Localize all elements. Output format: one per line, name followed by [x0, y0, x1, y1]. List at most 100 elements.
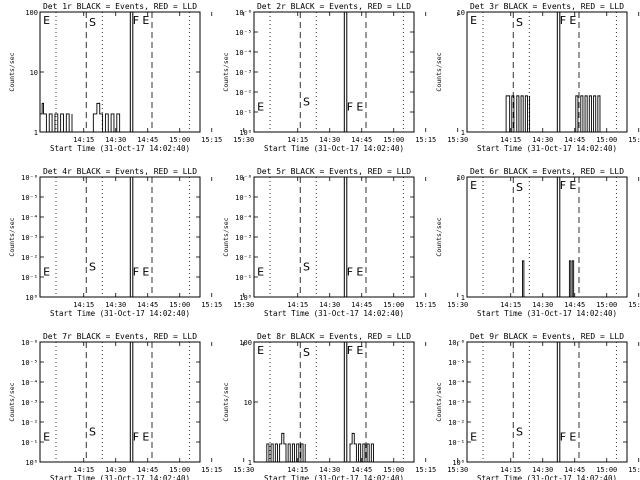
marker-s: S [303, 96, 310, 109]
y-tick-label: 10⁻³ [21, 234, 38, 242]
marker-f: F [560, 430, 566, 443]
marker-s: S [89, 261, 96, 274]
series-events [521, 260, 575, 298]
y-axis-label: Counts/sec [435, 217, 443, 256]
x-tick-label: 14:15 [73, 136, 94, 144]
x-axis-label: Start Time (31-Oct-17 14:02:40) [50, 474, 190, 480]
y-tick-label: 100 [239, 339, 252, 347]
y-tick-label: 10⁻¹ [21, 439, 38, 447]
x-tick-label: 15:30 [447, 301, 468, 309]
x-tick-label: 14:45 [564, 466, 585, 474]
y-tick-label: 1 [248, 459, 252, 467]
x-tick-label: 15:00 [383, 301, 404, 309]
chart-p9: Det 9r BLACK = Events, RED = LLD 10⁰ 10⁻¹ 1… [435, 332, 640, 480]
y-tick-label: 10 [457, 9, 465, 17]
x-tick-label: 15:15 [415, 301, 436, 309]
x-tick-label: 14:15 [287, 301, 308, 309]
x-tick-label: 14:15 [287, 136, 308, 144]
chart-title: Det 5r BLACK = Events, RED = LLD [257, 167, 411, 176]
y-tick-label: 10⁻² [21, 254, 38, 262]
plot-frame [466, 11, 628, 133]
y-tick-label: 10⁻⁶ [235, 9, 252, 17]
y-tick-label: 10⁰ [452, 459, 465, 467]
y-axis-label: Counts/sec [8, 382, 16, 421]
marker-e: E [257, 344, 264, 357]
x-tick-label: 14:45 [351, 301, 372, 309]
y-axis-label: Counts/sec [222, 382, 230, 421]
plot-frame [253, 11, 415, 133]
x-tick-label: 15:15 [628, 136, 640, 144]
y-tick-label: 10⁻⁶ [21, 339, 38, 347]
x-tick-label: 15:30 [233, 466, 254, 474]
y-tick-label: 10 [30, 69, 38, 77]
x-axis-label: Start Time (31-Oct-17 14:02:40) [477, 309, 617, 318]
x-tick-label: 14:30 [319, 136, 340, 144]
y-tick-label: 10⁻¹ [21, 274, 38, 282]
marker-f: F [347, 100, 353, 113]
marker-s: S [303, 346, 310, 359]
marker-f: F [133, 430, 139, 443]
x-tick-label: 14:15 [73, 466, 94, 474]
marker-s: S [89, 16, 96, 29]
x-tick-label: 14:30 [319, 301, 340, 309]
marker-e: E [569, 179, 576, 192]
x-axis-label: Start Time (31-Oct-17 14:02:40) [264, 474, 404, 480]
marker-e: E [470, 179, 477, 192]
y-tick-label: 10⁻⁶ [235, 174, 252, 182]
chart-p7: Det 7r BLACK = Events, RED = LLD 10⁰ 10⁻¹ 1… [8, 332, 254, 480]
y-tick-label: 100 [25, 9, 38, 17]
chart-title: Det 6r BLACK = Events, RED = LLD [470, 167, 624, 176]
marker-e: E [257, 100, 264, 113]
x-tick-label: 14:45 [351, 466, 372, 474]
y-axis-label: Counts/sec [435, 382, 443, 421]
x-tick-label: 15:15 [201, 136, 222, 144]
y-tick-label: 10⁻² [448, 419, 465, 427]
marker-e: E [142, 430, 149, 443]
x-tick-label: 14:30 [105, 466, 126, 474]
series-events [264, 432, 374, 463]
y-tick-label: 10⁻⁴ [21, 214, 38, 222]
marker-e: E [257, 265, 264, 278]
plot-frame [253, 341, 415, 463]
y-tick-label: 10⁰ [25, 459, 38, 467]
x-tick-label: 15:15 [415, 136, 436, 144]
marker-f: F [347, 265, 353, 278]
x-tick-label: 15:15 [415, 466, 436, 474]
marker-e: E [470, 14, 477, 27]
x-tick-label: 14:30 [319, 466, 340, 474]
plot-frame [253, 176, 415, 298]
x-tick-label: 14:15 [500, 301, 521, 309]
y-tick-label: 1 [461, 294, 465, 302]
y-tick-label: 10⁻⁴ [235, 214, 252, 222]
y-axis-label: Counts/sec [222, 217, 230, 256]
y-axis-label: Counts/sec [8, 52, 16, 91]
marker-e: E [569, 430, 576, 443]
y-tick-label: 10⁻³ [448, 399, 465, 407]
y-tick-label: 10⁻⁶ [21, 174, 38, 182]
x-tick-label: 15:00 [383, 136, 404, 144]
x-tick-label: 14:15 [287, 466, 308, 474]
x-tick-label: 14:30 [105, 136, 126, 144]
x-tick-label: 15:00 [596, 136, 617, 144]
chart-title: Det 8r BLACK = Events, RED = LLD [257, 332, 411, 341]
marker-e: E [569, 14, 576, 27]
x-tick-label: 15:30 [447, 136, 468, 144]
chart-title: Det 2r BLACK = Events, RED = LLD [257, 2, 411, 11]
y-tick-label: 10⁰ [239, 294, 252, 302]
y-tick-label: 10⁻⁵ [21, 194, 38, 202]
y-tick-label: 10 [244, 399, 252, 407]
y-tick-label: 10⁻³ [235, 234, 252, 242]
x-tick-label: 15:15 [201, 301, 222, 309]
x-tick-label: 15:15 [201, 466, 222, 474]
y-tick-label: 10⁻⁵ [235, 29, 252, 37]
x-tick-label: 14:15 [500, 466, 521, 474]
y-tick-label: 1 [34, 129, 38, 137]
x-tick-label: 15:30 [233, 301, 254, 309]
marker-e: E [43, 265, 50, 278]
y-axis-label: Counts/sec [8, 217, 16, 256]
marker-e: E [356, 265, 363, 278]
marker-s: S [516, 181, 523, 194]
y-tick-label: 10⁻¹ [448, 439, 465, 447]
x-axis-label: Start Time (31-Oct-17 14:02:40) [264, 144, 404, 153]
marker-f: F [133, 265, 139, 278]
